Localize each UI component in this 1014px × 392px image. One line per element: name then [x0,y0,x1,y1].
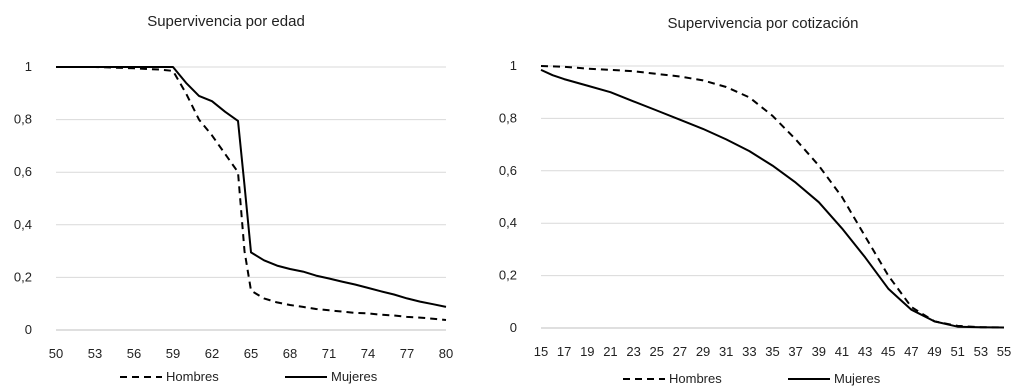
legend-label-hombres: Hombres [166,369,219,384]
y-tick-label: 0,2 [499,268,517,283]
x-tick-label: 77 [400,346,414,361]
x-tick-label: 56 [127,346,141,361]
x-tick-label: 68 [283,346,297,361]
legend-label-mujeres: Mujeres [331,369,378,384]
x-tick-label: 80 [439,346,453,361]
legend-label-mujeres: Mujeres [834,371,881,386]
x-tick-label: 39 [812,344,826,359]
y-tick-label: 0,8 [499,110,517,125]
x-tick-label: 50 [49,346,63,361]
x-tick-label: 27 [673,344,687,359]
y-tick-label: 0,2 [14,269,32,284]
series-line-mujeres [56,66,447,308]
y-tick-label: 0,8 [14,112,32,127]
x-tick-label: 47 [904,344,918,359]
legend: Hombres Mujeres [120,369,378,384]
legend: Hombres Mujeres [623,371,881,386]
x-tick-label: 59 [166,346,180,361]
x-tick-label: 37 [788,344,802,359]
y-tick-label: 0,4 [14,217,32,232]
x-tick-label: 71 [322,346,336,361]
y-tick-label: 1 [25,59,32,74]
x-tick-label: 55 [997,344,1011,359]
series-line-hombres [56,66,447,321]
x-tick-label: 35 [765,344,779,359]
x-tick-label: 41 [835,344,849,359]
x-tick-label: 49 [927,344,941,359]
x-tick-label: 43 [858,344,872,359]
x-tick-label: 65 [244,346,258,361]
x-tick-label: 45 [881,344,895,359]
y-tick-label: 0,4 [499,215,517,230]
x-tick-label: 29 [696,344,710,359]
x-tick-label: 62 [205,346,219,361]
x-tick-label: 33 [742,344,756,359]
series-line-hombres [540,65,1005,329]
chart-title: Supervivencia por cotización [668,15,859,32]
chart-1: Supervivencia por edad 0 0,2 0,4 0,6 0,8 1 50 53… [14,13,453,384]
y-tick-label: 0,6 [14,164,32,179]
x-tick-label: 74 [361,346,375,361]
x-tick-label: 23 [626,344,640,359]
chart-title: Supervivencia por edad [147,13,305,30]
x-tick-label: 21 [603,344,617,359]
x-tick-label: 53 [974,344,988,359]
x-tick-label: 25 [650,344,664,359]
y-tick-label: 0 [510,320,517,335]
x-tick-label: 19 [580,344,594,359]
x-tick-label: 51 [950,344,964,359]
chart-2: Supervivencia por cotización 0 0,2 0,4 0,6 0,… [499,15,1011,386]
y-tick-label: 0 [25,322,32,337]
legend-label-hombres: Hombres [669,371,722,386]
x-tick-label: 15 [534,344,548,359]
y-tick-label: 0,6 [499,163,517,178]
x-tick-label: 17 [557,344,571,359]
series-line-mujeres [540,68,1005,329]
x-tick-label: 31 [719,344,733,359]
x-tick-label: 53 [88,346,102,361]
y-tick-label: 1 [510,58,517,73]
